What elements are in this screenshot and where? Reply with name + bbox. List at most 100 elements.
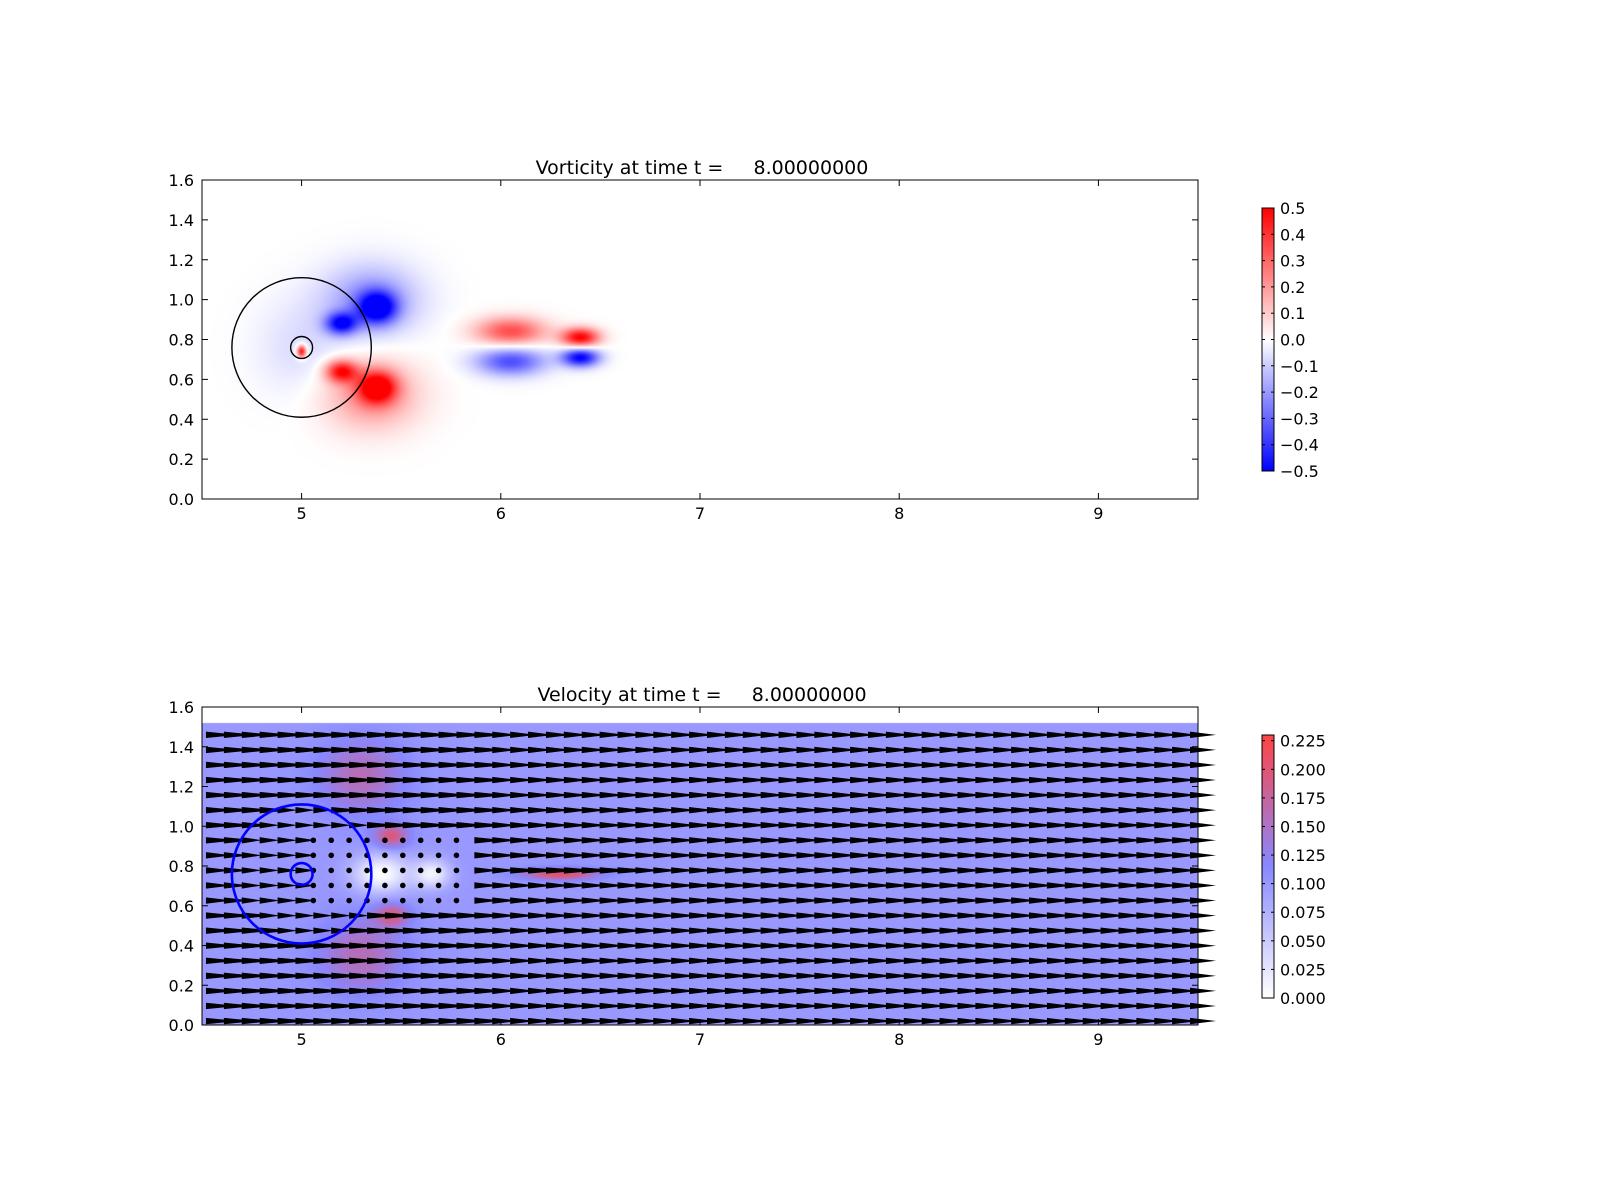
velocity-arrow — [1172, 1017, 1199, 1025]
velocity-arrow — [1190, 957, 1217, 964]
velocity-arrow — [545, 1017, 572, 1025]
velocity-arrow — [1011, 972, 1038, 980]
velocity-arrow — [635, 822, 662, 829]
velocity-arrow — [367, 776, 400, 784]
velocity-arrow — [510, 852, 537, 859]
velocity-arrow — [492, 942, 519, 949]
velocity-arrow — [420, 822, 453, 829]
velocity-arrow — [903, 822, 930, 829]
velocity-arrow — [814, 837, 841, 844]
velocity-arrow — [706, 912, 733, 919]
arrow-dot — [417, 837, 424, 844]
velocity-arrow — [474, 942, 507, 949]
colorbar-tick-label: −0.4 — [1280, 436, 1319, 455]
velocity-arrow — [957, 806, 984, 814]
velocity-arrow — [760, 882, 787, 889]
velocity-arrow — [277, 1002, 310, 1010]
velocity-arrow — [1190, 987, 1217, 995]
velocity-arrow — [653, 867, 680, 874]
velocity-arrow — [1172, 867, 1199, 874]
velocity-arrow — [975, 761, 1002, 769]
velocity-arrow — [456, 731, 489, 739]
velocity-arrow — [563, 776, 590, 784]
velocity-arrow — [384, 942, 417, 949]
velocity-arrow — [1100, 867, 1127, 874]
colorbar-tick-label: 0.5 — [1280, 199, 1305, 218]
velocity-arrow — [760, 867, 787, 874]
velocity-arrow — [563, 806, 590, 814]
velocity-arrow — [939, 791, 966, 799]
velocity-arrow — [1136, 1002, 1163, 1010]
velocity-arrow — [384, 776, 417, 784]
velocity-arrow — [724, 776, 751, 784]
velocity-arrow — [796, 897, 823, 904]
velocity-arrow — [850, 1017, 877, 1025]
velocity-arrow — [653, 912, 680, 919]
velocity-arrow — [635, 761, 662, 769]
velocity-arrow — [832, 806, 859, 814]
velocity-arrow — [957, 912, 984, 919]
velocity-arrow — [1172, 897, 1199, 904]
velocity-arrow — [510, 1017, 537, 1025]
arrow-dot — [399, 852, 406, 859]
velocity-arrow — [957, 1002, 984, 1010]
velocity-arrow — [760, 942, 787, 949]
velocity-arrow — [1011, 776, 1038, 784]
velocity-arrow — [993, 942, 1020, 949]
velocity-arrow — [295, 731, 328, 739]
y-tick-label: 1.0 — [169, 291, 194, 310]
velocity-arrow — [993, 746, 1020, 754]
velocity-arrow — [814, 806, 841, 814]
velocity-arrow — [223, 987, 256, 995]
y-tick-label: 1.0 — [169, 817, 194, 836]
velocity-arrow — [295, 761, 328, 769]
velocity-arrow — [760, 791, 787, 799]
velocity-arrow — [259, 942, 292, 949]
velocity-arrow — [223, 927, 256, 934]
velocity-arrow — [617, 806, 644, 814]
velocity-arrow — [295, 837, 316, 844]
velocity-arrow — [331, 791, 364, 799]
velocity-arrow — [599, 882, 626, 889]
arrow-dot — [310, 852, 317, 859]
velocity-arrow — [438, 912, 471, 919]
velocity-arrow — [1029, 1002, 1056, 1010]
velocity-arrow — [814, 731, 841, 739]
velocity-arrow — [402, 761, 435, 769]
velocity-arrow — [1136, 912, 1163, 919]
y-tick-label: 0.0 — [169, 1016, 194, 1035]
arrow-dot — [310, 897, 317, 904]
velocity-arrow — [957, 822, 984, 829]
velocity-arrow — [277, 942, 310, 949]
velocity-arrow — [885, 837, 912, 844]
velocity-arrow — [1029, 912, 1056, 919]
velocity-arrow — [492, 761, 519, 769]
velocity-arrow — [1100, 822, 1127, 829]
velocity-arrow — [474, 882, 501, 889]
outer-circle — [230, 803, 373, 945]
velocity-panel: Velocity at time t = 8.00000000 5 6 7 8 9 0.0… — [169, 684, 1326, 1049]
velocity-arrow — [742, 776, 769, 784]
velocity-arrow — [1190, 1002, 1217, 1010]
velocity-arrow — [1154, 882, 1181, 889]
velocity-arrow — [205, 731, 238, 739]
velocity-arrow — [921, 882, 948, 889]
velocity-arrow — [492, 746, 519, 754]
velocity-arrow — [921, 791, 948, 799]
velocity-arrow — [903, 761, 930, 769]
velocity-arrow — [223, 1002, 256, 1010]
velocity-arrow — [599, 972, 626, 980]
y-tick-label: 1.4 — [169, 211, 194, 230]
velocity-arrow — [259, 822, 280, 829]
velocity-arrow — [599, 837, 626, 844]
velocity-arrow — [1190, 972, 1217, 980]
velocity-arrow — [1082, 867, 1109, 874]
velocity-arrow — [1100, 852, 1127, 859]
velocity-arrow — [241, 987, 274, 995]
velocity-arrow — [1100, 746, 1127, 754]
y-tick-label: 0.2 — [169, 976, 194, 995]
velocity-arrow — [921, 837, 948, 844]
velocity-arrow — [223, 912, 256, 919]
velocity-arrow — [277, 852, 298, 859]
velocity-arrow — [671, 731, 698, 739]
